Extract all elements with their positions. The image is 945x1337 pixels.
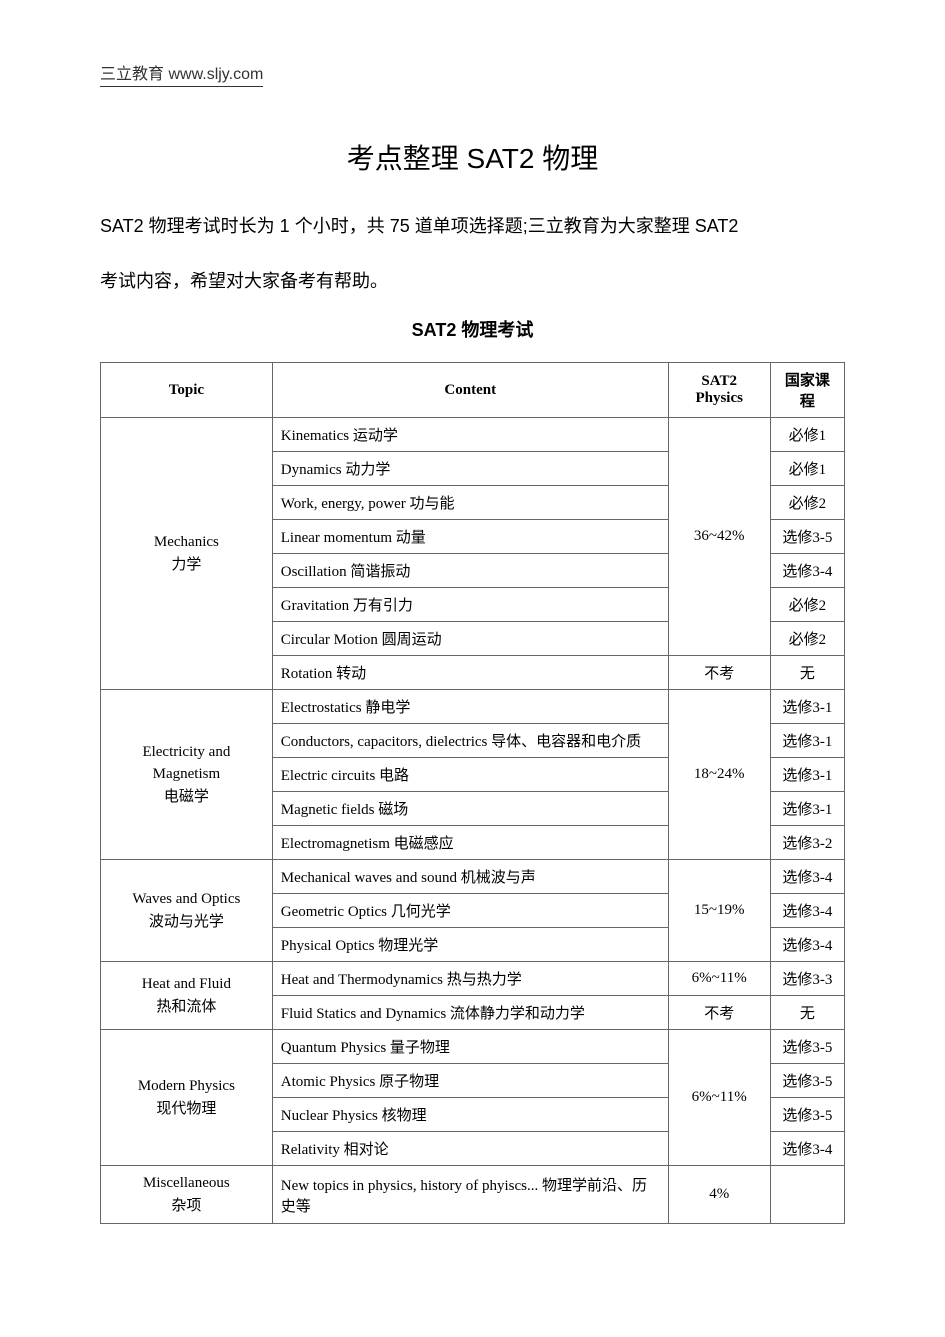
topic-cell: Modern Physics现代物理 <box>101 1030 273 1166</box>
sat2-cell: 18~24% <box>668 690 770 860</box>
sat2-cell: 6%~11% <box>668 1030 770 1166</box>
content-cell: Electric circuits 电路 <box>272 758 668 792</box>
content-cell: Dynamics 动力学 <box>272 452 668 486</box>
content-cell: Fluid Statics and Dynamics 流体静力学和动力学 <box>272 996 668 1030</box>
header-brand-line: 三立教育 www.sljy.com <box>100 60 845 117</box>
content-cell: Geometric Optics 几何光学 <box>272 894 668 928</box>
topic-cell: Electricity and Magnetism电磁学 <box>101 690 273 860</box>
document-page: 三立教育 www.sljy.com 考点整理 SAT2 物理 SAT2 物理考试… <box>0 0 945 1264</box>
content-cell: Quantum Physics 量子物理 <box>272 1030 668 1064</box>
table-subtitle: SAT2 物理考试 <box>100 316 845 342</box>
national-cell: 选修3-5 <box>770 1064 844 1098</box>
national-cell: 无 <box>770 996 844 1030</box>
national-cell: 必修1 <box>770 418 844 452</box>
content-cell: Kinematics 运动学 <box>272 418 668 452</box>
table-row: Mechanics力学Kinematics 运动学36~42%必修1 <box>101 418 845 452</box>
national-cell: 选修3-1 <box>770 758 844 792</box>
national-cell: 无 <box>770 656 844 690</box>
national-cell: 必修1 <box>770 452 844 486</box>
national-cell: 选修3-3 <box>770 962 844 996</box>
col-national: 国家课程 <box>770 363 844 418</box>
national-cell <box>770 1166 844 1224</box>
national-cell: 选修3-4 <box>770 894 844 928</box>
brand-url: www.sljy.com <box>168 66 263 83</box>
topic-cell: Miscellaneous杂项 <box>101 1166 273 1224</box>
content-cell: Relativity 相对论 <box>272 1132 668 1166</box>
content-cell: Magnetic fields 磁场 <box>272 792 668 826</box>
national-cell: 选修3-4 <box>770 860 844 894</box>
content-cell: Rotation 转动 <box>272 656 668 690</box>
national-cell: 选修3-1 <box>770 792 844 826</box>
sat2-cell: 15~19% <box>668 860 770 962</box>
national-cell: 选修3-5 <box>770 1030 844 1064</box>
sat2-cell: 不考 <box>668 656 770 690</box>
brand-name: 三立教育 <box>100 66 164 83</box>
table-row: Heat and Fluid热和流体Heat and Thermodynamic… <box>101 962 845 996</box>
content-cell: Atomic Physics 原子物理 <box>272 1064 668 1098</box>
content-cell: Linear momentum 动量 <box>272 520 668 554</box>
sat2-cell: 4% <box>668 1166 770 1224</box>
page-title: 考点整理 SAT2 物理 <box>100 137 845 177</box>
national-cell: 选修3-1 <box>770 690 844 724</box>
content-cell: New topics in physics, history of phyisc… <box>272 1166 668 1224</box>
content-cell: Work, energy, power 功与能 <box>272 486 668 520</box>
national-cell: 选修3-4 <box>770 928 844 962</box>
content-cell: Heat and Thermodynamics 热与热力学 <box>272 962 668 996</box>
sat2-cell: 6%~11% <box>668 962 770 996</box>
col-sat2: SAT2 Physics <box>668 363 770 418</box>
table-row: Miscellaneous杂项New topics in physics, hi… <box>101 1166 845 1224</box>
content-cell: Gravitation 万有引力 <box>272 588 668 622</box>
col-topic: Topic <box>101 363 273 418</box>
sat2-cell: 36~42% <box>668 418 770 656</box>
sat2-cell: 不考 <box>668 996 770 1030</box>
content-cell: Electrostatics 静电学 <box>272 690 668 724</box>
content-cell: Oscillation 简谐振动 <box>272 554 668 588</box>
content-cell: Mechanical waves and sound 机械波与声 <box>272 860 668 894</box>
content-cell: Conductors, capacitors, dielectrics 导体、电… <box>272 724 668 758</box>
national-cell: 选修3-5 <box>770 1098 844 1132</box>
national-cell: 选修3-5 <box>770 520 844 554</box>
table-header-row: Topic Content SAT2 Physics 国家课程 <box>101 363 845 418</box>
national-cell: 必修2 <box>770 486 844 520</box>
topic-cell: Mechanics力学 <box>101 418 273 690</box>
national-cell: 必修2 <box>770 622 844 656</box>
national-cell: 选修3-4 <box>770 1132 844 1166</box>
intro-paragraph-2: 考试内容，希望对大家备考有帮助。 <box>100 262 845 302</box>
content-cell: Electromagnetism 电磁感应 <box>272 826 668 860</box>
national-cell: 必修2 <box>770 588 844 622</box>
table-row: Waves and Optics波动与光学Mechanical waves an… <box>101 860 845 894</box>
table-row: Modern Physics现代物理Quantum Physics 量子物理6%… <box>101 1030 845 1064</box>
topic-cell: Heat and Fluid热和流体 <box>101 962 273 1030</box>
national-cell: 选修3-2 <box>770 826 844 860</box>
content-cell: Nuclear Physics 核物理 <box>272 1098 668 1132</box>
table-row: Electricity and Magnetism电磁学Electrostati… <box>101 690 845 724</box>
content-cell: Physical Optics 物理光学 <box>272 928 668 962</box>
content-cell: Circular Motion 圆周运动 <box>272 622 668 656</box>
national-cell: 选修3-4 <box>770 554 844 588</box>
intro-paragraph-1: SAT2 物理考试时长为 1 个小时，共 75 道单项选择题;三立教育为大家整理… <box>100 207 845 247</box>
col-content: Content <box>272 363 668 418</box>
physics-topics-table: Topic Content SAT2 Physics 国家课程 Mechanic… <box>100 362 845 1224</box>
national-cell: 选修3-1 <box>770 724 844 758</box>
topic-cell: Waves and Optics波动与光学 <box>101 860 273 962</box>
